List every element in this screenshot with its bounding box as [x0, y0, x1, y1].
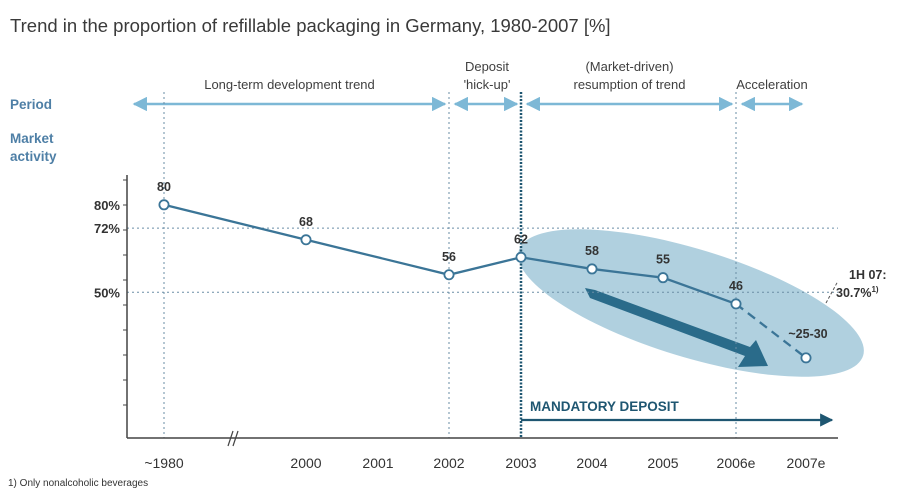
data-point-2004 [586, 263, 598, 275]
x-tick-label-2001: 2001 [362, 455, 393, 471]
axis-break-icon [227, 430, 239, 447]
annotation-footnote-marker: 1) [871, 285, 878, 294]
mandatory-deposit-label: MANDATORY DEPOSIT [530, 399, 680, 414]
data-label-2003: 62 [514, 232, 528, 246]
x-tick-label-2004: 2004 [576, 455, 607, 471]
data-label-2007e: ~25-30 [788, 327, 827, 341]
data-point-2003 [515, 251, 527, 263]
data-point-2005 [657, 272, 669, 284]
period-label-3-line-2: resumption of trend [573, 77, 685, 92]
period-label-3-line-1: (Market-driven) [585, 59, 673, 74]
data-point-2006e [730, 298, 742, 310]
data-label-1980: 80 [157, 180, 171, 194]
period-label-1-line-1: Long-term development trend [204, 77, 375, 92]
x-tick-label-2007e: 2007e [787, 455, 826, 471]
chart-title: Trend in the proportion of refillable pa… [10, 15, 611, 36]
market-activity-label-line2: activity [10, 149, 57, 164]
x-tick-label-2003: 2003 [505, 455, 536, 471]
y-tick-label-80: 80% [94, 198, 120, 213]
data-point-2000 [300, 234, 312, 246]
y-axis-ticks: 80% 72% 50% [94, 179, 127, 406]
period-label-2-line-2: 'hick-up' [464, 77, 511, 92]
period-row-label: Period [10, 97, 52, 112]
period-label-4-line-1: Acceleration [736, 77, 808, 92]
data-point-2007e [800, 352, 812, 364]
data-point-1980 [158, 199, 170, 211]
trend-highlight-ellipse [518, 229, 864, 377]
y-tick-label-50: 50% [94, 285, 120, 300]
x-tick-label-2002: 2002 [433, 455, 464, 471]
x-tick-label-2000: 2000 [290, 455, 321, 471]
y-tick-label-72: 72% [94, 221, 120, 236]
x-tick-label-1980: ~1980 [144, 455, 184, 471]
data-label-2005: 55 [656, 253, 670, 267]
x-tick-label-2005: 2005 [647, 455, 678, 471]
series-refillable-share: 80 68 56 62 58 55 46 ~25-30 [157, 180, 828, 364]
footnote: 1) Only nonalcoholic beverages [8, 478, 148, 489]
period-label-2-line-1: Deposit [465, 59, 509, 74]
x-tick-label-2006e: 2006e [717, 455, 756, 471]
data-label-2006e: 46 [729, 279, 743, 293]
x-axis-tick-labels: ~1980 2000 2001 2002 2003 2004 2005 2006e 2007e [144, 455, 825, 471]
annotation-1h07-line1: 1H 07: [849, 268, 887, 282]
downward-trend-arrow [585, 288, 768, 367]
gridlines [127, 92, 838, 438]
annotation-1h07-line2: 30.7% [836, 286, 871, 300]
annotation-leader-line [825, 280, 839, 304]
data-label-2000: 68 [299, 215, 313, 229]
data-label-2002: 56 [442, 250, 456, 264]
market-activity-label-line1: Market [10, 131, 54, 146]
period-arrows: Long-term development trend Deposit 'hick-… [132, 59, 808, 112]
data-label-2004: 58 [585, 244, 599, 258]
data-point-2002 [443, 269, 455, 281]
annotation-1h07-value: 30.7%1) [836, 285, 879, 300]
